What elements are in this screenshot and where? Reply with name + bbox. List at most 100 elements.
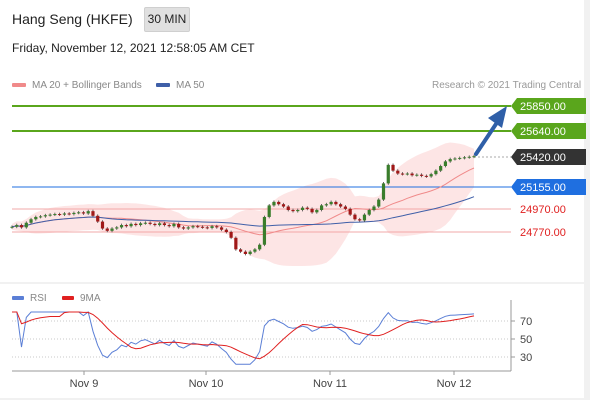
candle-down [334,201,338,205]
candle-up [138,223,143,226]
candle-up [86,211,90,214]
candle-down [177,223,181,228]
candle-down [224,229,228,232]
ma20-swatch [12,83,26,88]
candle-up [329,201,333,205]
legend-ma20: MA 20 + Bollinger Bands [12,80,142,91]
header-bar: Hang Seng (HKFE) 30 MIN [0,0,584,36]
candle-down [229,232,233,238]
candle-down [105,228,109,231]
candle-down [215,226,219,228]
candle-up [53,214,57,216]
candle-down [234,237,238,250]
candle-up [362,214,367,221]
candle-up [115,227,119,229]
candle-up [405,173,409,175]
candle-up [296,210,300,212]
candle-down [219,227,224,230]
level-tag-bg [511,149,586,165]
level-tag-bg [511,123,586,139]
ma50-line [11,196,475,228]
candle-down [339,204,343,207]
candle-up [119,225,124,228]
candle-down [281,204,286,207]
candle-up [158,223,162,226]
candle-up [467,156,471,158]
legend-ma50: MA 50 [156,80,204,91]
candle-up [372,206,376,211]
candle-up [248,251,252,254]
candle-up [381,183,386,200]
candle-down [310,208,314,213]
credit-text: Research © 2021 Trading Central [432,80,582,91]
candle-up [415,174,419,176]
level-label: 24970.00 [520,204,566,216]
x-tick-label: Nov 11 [313,378,347,390]
candle-down [200,226,205,228]
candle-up [10,226,14,228]
candle-up [367,210,371,215]
legend-ma20-label: MA 20 + Bollinger Bands [32,80,142,91]
rsi-9ma-line [12,311,475,360]
candle-down [424,175,428,177]
candle-up [462,157,467,159]
candle-down [391,164,395,171]
candle-up [300,207,305,211]
rsi-line [12,311,475,365]
candle-up [453,158,457,160]
candle-up [458,157,462,159]
level-tag: 25155.00 [511,179,586,195]
candle-down [353,214,357,220]
level-tag: 25640.00 [511,123,586,139]
candle-up [48,214,52,216]
candle-up [172,223,176,227]
candle-up [191,226,195,228]
candle-down [277,201,281,205]
candle-up [129,223,133,227]
legend-9ma: 9MA [62,293,101,304]
candle-down [205,227,209,229]
candle-down [400,173,405,175]
candle-down [167,225,171,227]
candle-up [43,215,47,217]
candle-up [29,219,33,223]
candle-down [58,214,62,216]
legend-ma50-label: MA 50 [176,80,205,91]
rsi-swatch [12,296,24,301]
candle-up [386,164,390,184]
candle-up [72,212,76,215]
candle-up [77,212,81,214]
candle-up [262,216,267,245]
candle-down [148,222,152,224]
candle-down [162,223,167,226]
rsi-tick-label: 30 [520,352,532,364]
candle-up [472,156,476,158]
candle-up [143,222,147,224]
candle-up [38,216,43,218]
level-label: 25850.00 [520,101,566,113]
candle-down [343,206,348,209]
timeframe-button[interactable]: 30 MIN [144,7,190,32]
candle-up [429,174,433,177]
candle-down [358,219,362,221]
candle-up [110,228,114,231]
x-tick-label: Nov 9 [70,378,99,390]
candle-down [410,173,414,176]
candle-up [258,244,262,250]
candle-down [286,206,290,211]
forecast-arrow-head [488,106,507,128]
rsi-tick-label: 50 [520,334,532,346]
candle-down [153,223,157,226]
level-tag-bg [511,179,586,195]
candle-up [186,227,190,229]
candle-up [319,205,324,211]
level-label: 25420.00 [520,152,566,164]
candle-down [291,210,295,212]
level-tag: 25850.00 [511,98,586,114]
candle-up [315,210,319,213]
candle-up [434,170,438,175]
candle-up [448,159,452,162]
ma50-swatch [156,83,170,88]
candle-down [96,215,100,222]
